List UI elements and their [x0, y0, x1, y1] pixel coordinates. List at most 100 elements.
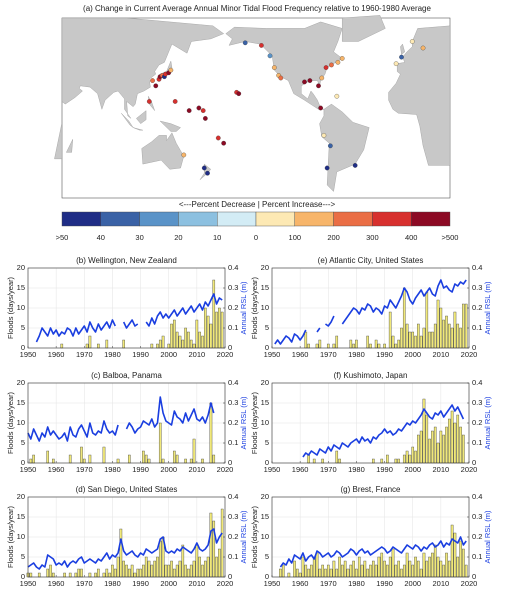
colorbar-box: [139, 211, 179, 227]
flood-bar: [419, 430, 423, 464]
x-tick-label: 1950: [264, 579, 281, 588]
flood-bar: [97, 568, 100, 578]
colorbar-label: 30: [135, 233, 143, 242]
flood-bar: [428, 331, 431, 349]
chart-title: (g) Brest, France: [340, 485, 401, 494]
flood-bar: [408, 331, 412, 349]
y2-tick-label: 0.1: [228, 323, 238, 332]
flood-bar: [422, 327, 426, 349]
flood-bar: [150, 343, 154, 349]
flood-bar: [215, 556, 218, 578]
flood-bar: [383, 560, 386, 578]
flood-bar: [431, 430, 434, 464]
x-tick-label: 2010: [189, 350, 206, 359]
plot-frame: [271, 382, 470, 464]
flood-bar: [372, 560, 375, 578]
flood-bar: [380, 552, 384, 578]
flood-bar: [60, 343, 64, 349]
y2-tick-label: 0.2: [228, 303, 238, 312]
flood-bar: [326, 343, 330, 349]
x-tick-label: 2020: [217, 465, 234, 474]
flood-bar: [332, 560, 336, 578]
flood-bar: [201, 335, 204, 349]
flood-bar: [144, 556, 148, 578]
flood-bar: [37, 572, 41, 578]
flood-bar: [346, 568, 350, 578]
flood-bar: [150, 564, 154, 578]
flood-bar: [321, 564, 324, 578]
x-tick-label: 1980: [104, 579, 121, 588]
y2-tick-label: 0.2: [472, 303, 482, 312]
flood-bar: [139, 568, 142, 578]
y-tick-label: 10: [261, 532, 269, 541]
flood-bar: [360, 564, 364, 578]
station-dot: [242, 40, 248, 46]
flood-bar: [85, 343, 89, 349]
flood-bar: [383, 343, 386, 349]
colorbar-label: 400: [405, 233, 418, 242]
x-tick-label: 2020: [461, 579, 478, 588]
flood-bar: [301, 556, 305, 578]
flood-bar: [456, 414, 460, 464]
station-dot: [420, 45, 426, 51]
flood-bar: [189, 339, 193, 349]
flood-bar: [425, 560, 429, 578]
station-dot: [409, 39, 415, 44]
y2-tick-label: 0.2: [472, 418, 482, 427]
y-tick-label: 0: [265, 343, 269, 352]
y2-tick-label: 0.2: [228, 532, 238, 541]
flood-bar: [97, 343, 100, 349]
flood-bar: [153, 560, 156, 578]
flood-bar: [312, 458, 316, 464]
station-dot: [236, 91, 242, 97]
x-tick-label: 2020: [461, 465, 478, 474]
y-tick-label: 10: [261, 303, 269, 312]
flood-bar: [312, 556, 316, 578]
flood-bar: [105, 339, 109, 349]
x-tick-label: 1990: [132, 465, 149, 474]
flood-bar: [341, 564, 344, 578]
y-tick-label: 5: [265, 438, 269, 447]
station-dot: [215, 135, 221, 141]
y2-axis-label: Annual RSL (m): [483, 281, 492, 335]
map-title: (a) Change in Current Average Annual Min…: [83, 4, 431, 13]
x-tick-label: 1950: [20, 465, 37, 474]
flood-bar: [464, 564, 468, 578]
flood-bar: [459, 327, 462, 349]
x-tick-label: 1950: [264, 465, 281, 474]
flood-bar: [296, 568, 299, 578]
flood-bar: [431, 331, 434, 349]
rsl-line: [302, 404, 465, 458]
flood-bar: [105, 568, 109, 578]
flood-bar: [173, 450, 176, 464]
x-tick-label: 1970: [320, 579, 337, 588]
station-dot: [201, 165, 207, 171]
landmass: [400, 43, 405, 55]
flood-bar: [287, 572, 291, 578]
flood-bar: [167, 343, 171, 349]
flood-bar: [80, 446, 83, 464]
flood-bar: [125, 564, 128, 578]
plot-frame: [27, 382, 226, 464]
y2-tick-label: 0.2: [228, 418, 238, 427]
flood-bar: [88, 572, 92, 578]
colorbar-label: 100: [289, 233, 302, 242]
landmass: [65, 139, 73, 153]
flood-bar: [366, 335, 369, 349]
colorbar-label: 40: [97, 233, 105, 242]
flood-bar: [82, 458, 86, 464]
flood-bar: [315, 343, 319, 349]
flood-bar: [318, 339, 322, 349]
rsl-line: [279, 536, 467, 568]
x-tick-label: 1960: [292, 579, 309, 588]
y2-tick-label: 0.4: [228, 492, 238, 501]
flood-bar: [175, 564, 179, 578]
flood-bar: [439, 430, 443, 464]
x-tick-label: 2010: [189, 579, 206, 588]
y-tick-label: 10: [17, 303, 25, 312]
flood-bar: [405, 323, 409, 349]
flood-bar: [445, 426, 448, 464]
colorbar-box: [411, 211, 451, 227]
station-dot: [146, 99, 152, 104]
